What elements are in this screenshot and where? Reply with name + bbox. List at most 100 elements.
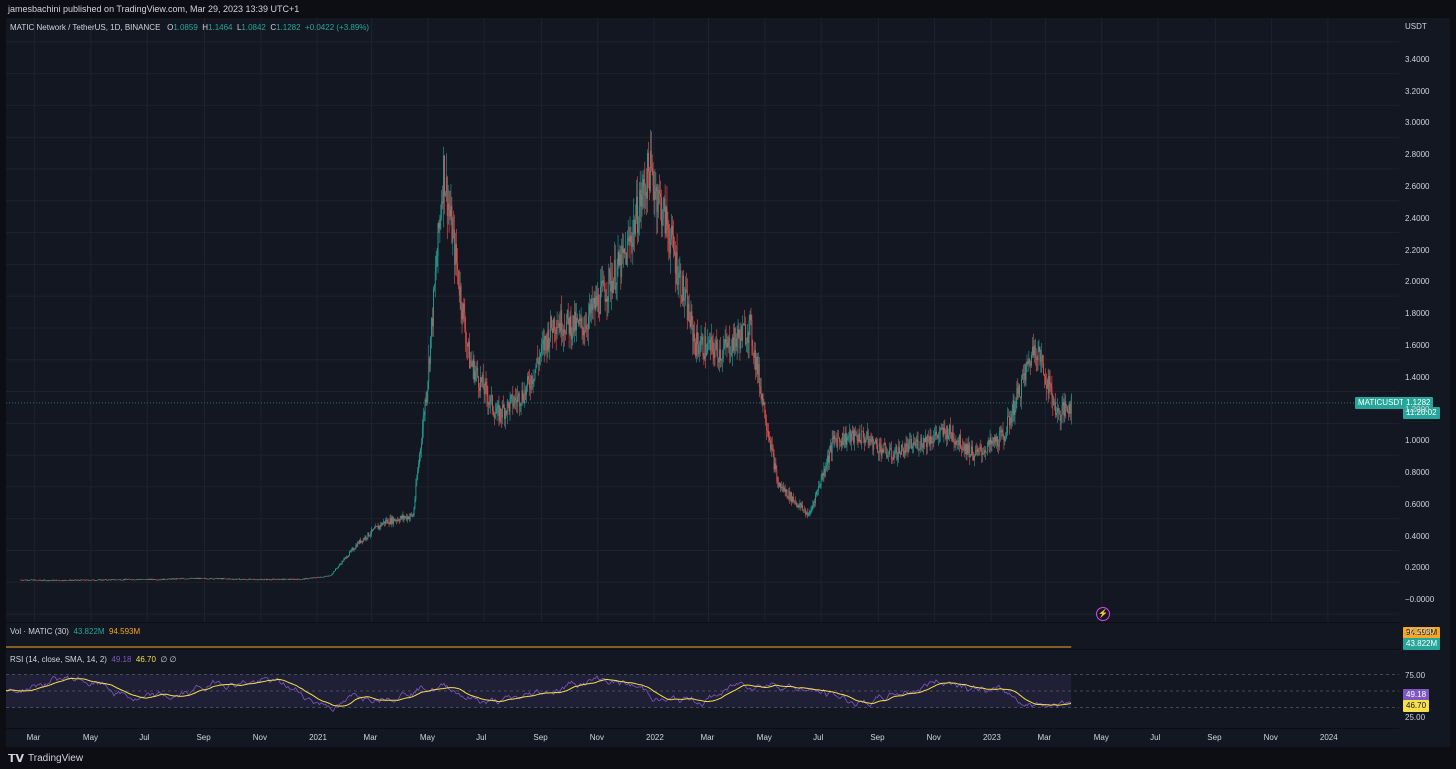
candle-body <box>496 407 498 413</box>
candle-body <box>798 504 800 508</box>
price-tick-label: 1.8000 <box>1405 309 1430 319</box>
candle-body <box>22 580 24 581</box>
candle-body <box>48 580 50 582</box>
candle-body <box>779 482 780 487</box>
rsi-sma-value: 46.70 <box>135 655 156 664</box>
candle-body <box>1033 346 1034 356</box>
candle-body <box>957 440 959 443</box>
candle-body <box>266 579 268 580</box>
candle-body <box>918 448 920 450</box>
candle-body <box>1029 359 1031 364</box>
candle-body <box>979 446 981 449</box>
volume-pane[interactable]: Vol · MATIC (30) 43.822M 94.593M <box>6 623 1399 649</box>
time-tick-label: Nov <box>1263 733 1278 742</box>
candle-body <box>38 579 40 581</box>
candle-body <box>753 352 755 358</box>
candle-body <box>968 444 970 454</box>
candle-body <box>860 441 862 444</box>
candle-body <box>525 389 527 395</box>
candle-body <box>842 433 844 445</box>
candle-body <box>155 579 156 580</box>
candle-body <box>373 528 374 531</box>
price-tick-label: 1.0000 <box>1405 436 1430 446</box>
candle-body <box>874 441 876 444</box>
candle-body <box>267 579 269 580</box>
candle-body <box>243 579 245 580</box>
candle-body <box>324 576 325 578</box>
candle-body <box>138 579 140 580</box>
rsi-level-upper: 75.00 <box>1405 671 1426 680</box>
candle-body <box>991 440 993 444</box>
candle-body <box>362 538 364 542</box>
candle-body <box>221 578 223 580</box>
candle-body <box>114 579 116 581</box>
candle-body <box>181 578 183 579</box>
candle-body <box>634 219 636 235</box>
candle-body <box>482 374 484 390</box>
candle-body <box>781 486 783 488</box>
candle-body <box>640 190 642 207</box>
candle-body <box>264 579 265 580</box>
candle-body <box>573 315 575 332</box>
candle-body <box>241 579 243 580</box>
candle-body <box>259 579 261 580</box>
candle-body <box>72 580 74 581</box>
rsi-pane[interactable]: RSI (14, close, SMA, 14, 2) 49.18 46.70 … <box>6 650 1399 728</box>
price-chart-svg[interactable] <box>6 18 1399 622</box>
candle-body <box>628 237 630 242</box>
price-axis[interactable]: USDT MATICUSDT 1.1282 11:20:02 94.593M 4… <box>1355 18 1450 747</box>
candle-body <box>329 575 331 577</box>
candle-body <box>788 491 790 499</box>
candle-body <box>802 505 804 510</box>
candle-body <box>242 579 244 580</box>
candle-body <box>1022 374 1024 376</box>
time-axis[interactable]: Mar May Jul Sep Nov 2021 Mar May Jul Sep Nov 2022 Ma… <box>6 729 1399 747</box>
candle-body <box>1000 430 1002 432</box>
candle-body <box>723 346 725 349</box>
candle-body <box>159 579 161 581</box>
candle-body <box>998 433 1000 447</box>
candle-body <box>157 579 159 581</box>
candle-body <box>376 526 378 527</box>
tradingview-logo[interactable]: 𝗧𝗩 TradingView <box>8 752 83 765</box>
candle-body <box>813 501 815 505</box>
candle-body <box>1009 417 1011 426</box>
candle-body <box>37 580 39 581</box>
candle-body <box>201 578 203 579</box>
candle-body <box>113 579 115 580</box>
candle-body <box>1050 384 1052 388</box>
candle-body <box>925 436 927 448</box>
candle-body <box>990 437 992 444</box>
candle-body <box>686 290 688 321</box>
candle-body <box>883 443 885 453</box>
candle-body <box>153 579 155 581</box>
candle-body <box>999 430 1001 434</box>
candle-body <box>750 314 752 320</box>
candle-body <box>822 473 824 476</box>
candle-body <box>869 439 871 441</box>
candle-body <box>463 303 465 312</box>
candle-body <box>414 499 416 508</box>
candle-body <box>281 579 283 580</box>
candle-body <box>970 454 972 458</box>
candle-body <box>504 407 505 419</box>
candle-body <box>120 579 121 581</box>
candle-body <box>777 481 779 483</box>
price-pane[interactable]: MATIC Network / TetherUS, 1D, BINANCE O1… <box>6 18 1399 622</box>
candle-body <box>562 335 564 336</box>
candle-body <box>457 263 458 271</box>
candle-body <box>84 579 85 581</box>
candle-body <box>1031 355 1032 366</box>
candle-body <box>58 580 60 581</box>
candle-body <box>1011 412 1013 423</box>
candle-body <box>405 516 407 518</box>
candle-body <box>702 336 704 356</box>
rsi-chart-svg <box>6 674 1399 713</box>
candle-body <box>27 580 29 581</box>
candle-body <box>319 577 321 579</box>
candle-body <box>996 436 997 442</box>
lightning-icon[interactable]: ⚡ <box>1096 607 1110 621</box>
candle-body <box>796 502 798 506</box>
candle-body <box>95 580 96 581</box>
candle-body <box>238 578 240 580</box>
